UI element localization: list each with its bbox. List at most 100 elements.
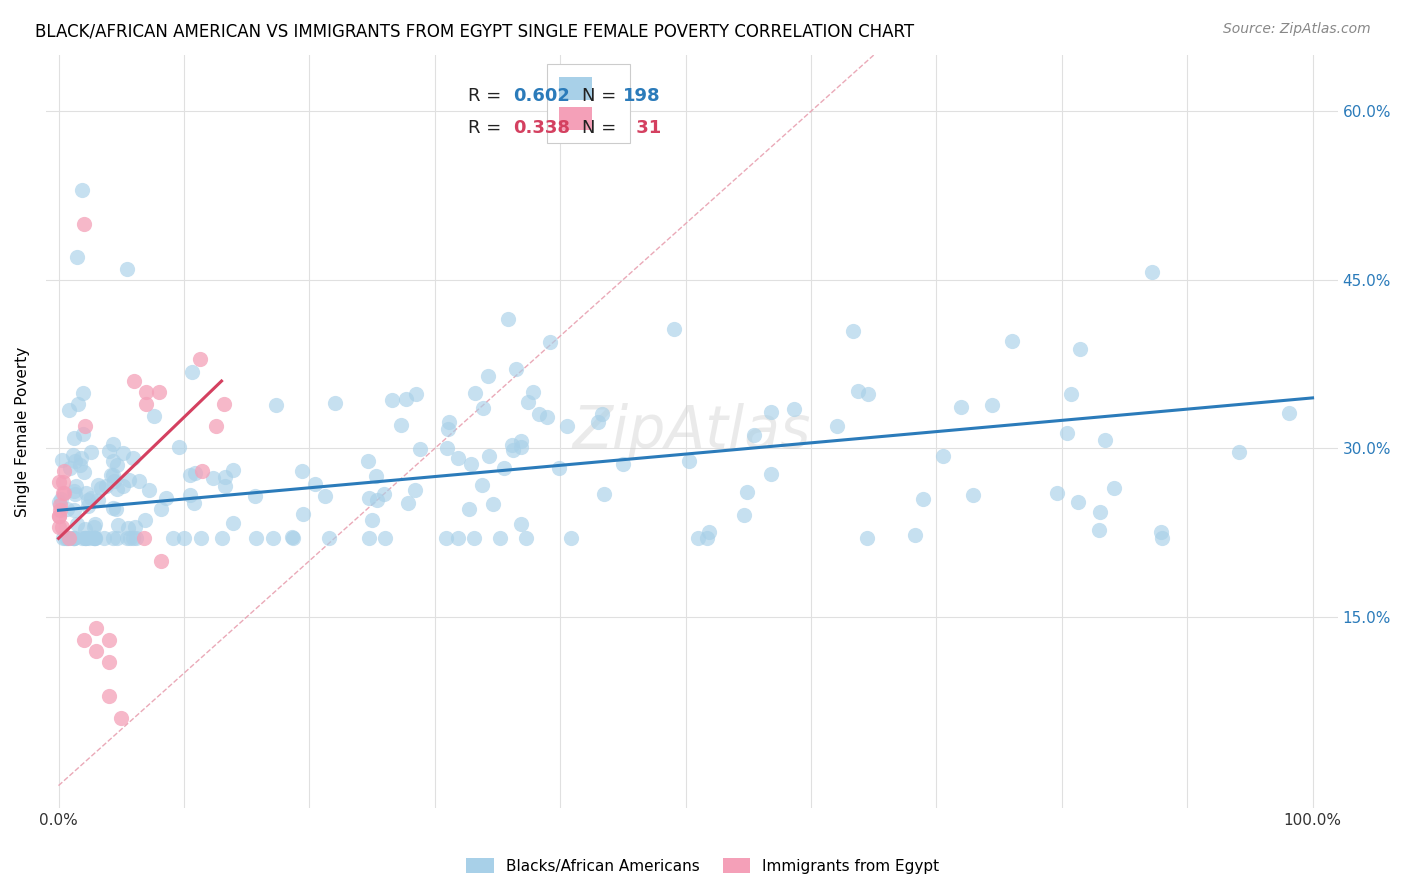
- Point: [128, 474, 150, 488]
- Point: [101, 532, 124, 546]
- Point: [482, 497, 505, 511]
- Point: [53, 486, 76, 500]
- Point: [72, 427, 94, 442]
- Point: [73, 523, 96, 537]
- Point: [83, 532, 105, 546]
- Point: [97, 444, 120, 458]
- Legend: Blacks/African Americans, Immigrants from Egypt: Blacks/African Americans, Immigrants fro…: [460, 852, 946, 880]
- Point: [115, 261, 138, 276]
- Point: [381, 393, 404, 408]
- Point: [688, 532, 710, 546]
- Point: [90, 481, 112, 495]
- Point: [281, 532, 304, 546]
- Point: [62, 532, 84, 546]
- Point: [72, 217, 94, 231]
- Point: [70, 183, 93, 197]
- Point: [103, 436, 125, 450]
- Point: [162, 532, 184, 546]
- Point: [121, 532, 143, 546]
- Point: [434, 532, 457, 546]
- Point: [662, 321, 685, 335]
- Point: [124, 520, 146, 534]
- Point: [1150, 532, 1173, 546]
- Point: [471, 401, 494, 416]
- Point: [97, 632, 120, 647]
- Point: [292, 507, 315, 521]
- Point: [150, 554, 173, 568]
- Point: [374, 532, 396, 546]
- Point: [759, 405, 782, 419]
- Point: [76, 492, 98, 507]
- Point: [245, 531, 267, 545]
- Point: [59, 461, 82, 475]
- Point: [83, 532, 105, 546]
- Point: [100, 468, 122, 483]
- Point: [222, 463, 245, 477]
- Point: [70, 451, 93, 466]
- Point: [447, 532, 470, 546]
- Point: [52, 532, 75, 546]
- Point: [1001, 334, 1024, 348]
- Point: [125, 532, 148, 546]
- Text: R =: R =: [468, 87, 508, 104]
- Point: [1056, 425, 1078, 440]
- Point: [96, 479, 118, 493]
- Point: [357, 454, 380, 468]
- Point: [87, 492, 110, 507]
- Point: [65, 479, 87, 493]
- Point: [72, 385, 94, 400]
- Point: [48, 475, 70, 490]
- Point: [105, 458, 128, 472]
- Point: [56, 502, 79, 516]
- Point: [63, 532, 86, 546]
- Point: [522, 384, 544, 399]
- Point: [1142, 265, 1164, 279]
- Point: [204, 419, 226, 434]
- Text: N =: N =: [582, 120, 621, 137]
- Point: [75, 485, 97, 500]
- Point: [243, 489, 266, 503]
- Point: [437, 421, 460, 435]
- Point: [49, 492, 72, 507]
- Point: [214, 478, 236, 492]
- Point: [477, 368, 499, 383]
- Point: [212, 396, 235, 410]
- Point: [48, 498, 70, 512]
- Point: [962, 488, 984, 502]
- Point: [58, 532, 80, 546]
- Point: [76, 500, 98, 514]
- Point: [1088, 524, 1111, 538]
- Point: [103, 501, 125, 516]
- Text: Source: ZipAtlas.com: Source: ZipAtlas.com: [1223, 22, 1371, 37]
- Point: [264, 398, 287, 412]
- Point: [48, 503, 70, 517]
- Point: [501, 437, 523, 451]
- Point: [323, 396, 346, 410]
- Point: [855, 532, 877, 546]
- Point: [103, 474, 125, 488]
- Point: [591, 407, 613, 421]
- Point: [509, 517, 531, 532]
- Point: [83, 516, 105, 531]
- Point: [148, 385, 170, 400]
- Point: [464, 385, 486, 400]
- Point: [291, 464, 314, 478]
- Point: [173, 532, 195, 546]
- Point: [105, 532, 128, 546]
- Text: 31: 31: [630, 120, 661, 137]
- Point: [155, 491, 177, 505]
- Point: [463, 532, 485, 546]
- Point: [436, 441, 458, 455]
- Point: [117, 520, 139, 534]
- Point: [73, 532, 96, 546]
- Point: [280, 530, 302, 544]
- Point: [107, 518, 129, 533]
- Point: [359, 491, 381, 506]
- Point: [586, 415, 609, 429]
- Point: [373, 486, 395, 500]
- Point: [547, 460, 569, 475]
- Point: [103, 453, 125, 467]
- Point: [97, 655, 120, 669]
- Point: [142, 409, 165, 424]
- Point: [105, 482, 128, 496]
